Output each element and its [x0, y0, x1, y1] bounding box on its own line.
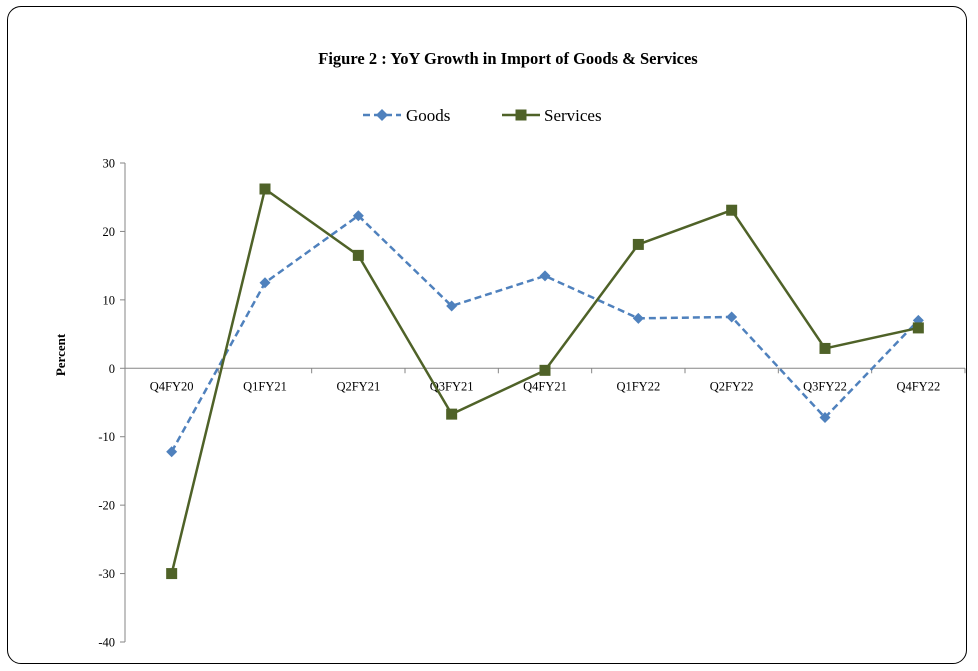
y-tick-label: 20 [103, 225, 116, 239]
legend-item-goods: Goods [363, 106, 450, 125]
series-group [166, 183, 924, 580]
services-point [819, 342, 831, 354]
legend-item-services: Services [502, 106, 602, 125]
axes: 30 20 10 0 -10 -20 -30 -40 Q4FY20 Q1FY21 Q2FY21 Q3F… [98, 157, 966, 650]
services-point [446, 408, 458, 420]
goods-point [819, 412, 831, 424]
y-tick-label: 30 [103, 157, 116, 171]
services-point [259, 183, 271, 195]
y-tick-label: -40 [98, 636, 115, 650]
services-point [912, 322, 924, 334]
legend-services-label: Services [544, 106, 602, 125]
y-tick-label: 10 [103, 293, 116, 307]
goods-point [539, 270, 551, 282]
services-point [352, 249, 364, 261]
legend-services-marker [515, 109, 527, 121]
goods-point [352, 210, 364, 222]
x-tick-label: Q4FY21 [523, 379, 567, 393]
y-tick-label: -20 [98, 499, 115, 513]
chart-frame [7, 6, 967, 664]
series-services [166, 183, 924, 580]
x-tick-label: Q1FY22 [616, 379, 660, 393]
x-tick-label: Q3FY21 [430, 379, 474, 393]
goods-point [166, 446, 178, 458]
x-tick-label: Q4FY20 [150, 379, 194, 393]
goods-point [446, 300, 458, 312]
x-tick-label: Q2FY21 [336, 379, 380, 393]
y-tick-label: -30 [98, 567, 115, 581]
goods-point [726, 311, 738, 323]
legend-goods-marker [376, 109, 388, 121]
services-point [539, 364, 551, 376]
y-axis-label: Percent [53, 333, 68, 376]
y-tick-label: 0 [109, 362, 115, 376]
x-tick-label: Q1FY21 [243, 379, 287, 393]
y-tick-label: -10 [98, 430, 115, 444]
chart-title: Figure 2 : YoY Growth in Import of Goods… [318, 49, 698, 68]
goods-point [259, 277, 271, 289]
services-point [726, 204, 738, 216]
legend: Goods Services [363, 106, 602, 125]
x-tick-label: Q3FY22 [803, 379, 847, 393]
x-tick-label: Q2FY22 [710, 379, 754, 393]
services-point [632, 238, 644, 250]
series-goods [166, 210, 924, 458]
services-point [166, 568, 178, 580]
goods-point [632, 312, 644, 324]
goods-line [170, 214, 920, 453]
x-tick-label: Q4FY22 [896, 379, 940, 393]
legend-goods-label: Goods [406, 106, 450, 125]
